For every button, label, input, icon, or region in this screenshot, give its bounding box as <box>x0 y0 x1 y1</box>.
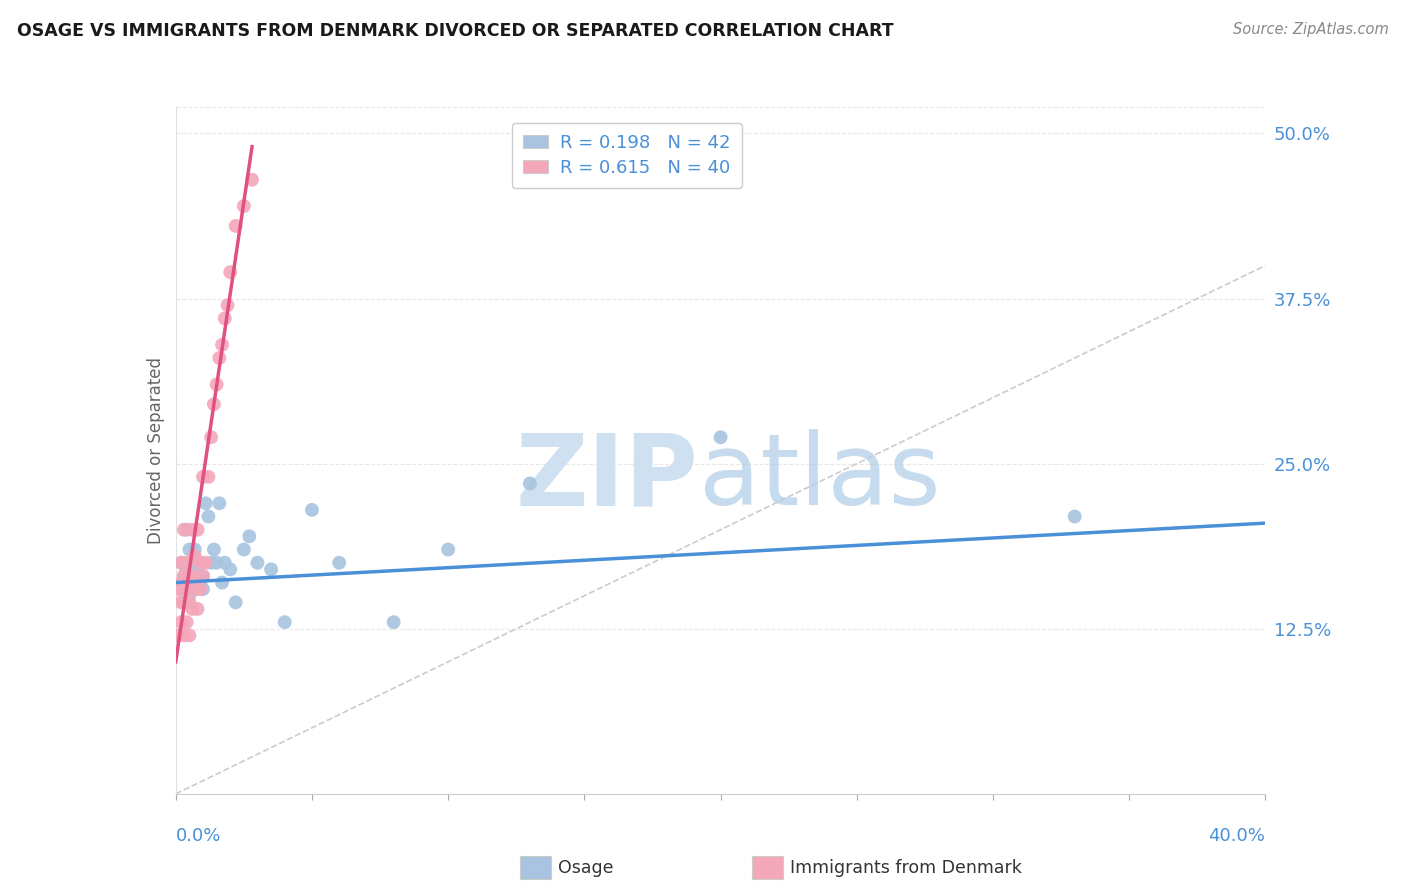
Point <box>200 430 222 444</box>
Point <box>179 628 201 642</box>
Point <box>179 595 201 609</box>
Point <box>173 582 195 596</box>
Point <box>328 556 350 570</box>
Point <box>176 523 198 537</box>
Point <box>194 496 217 510</box>
Point <box>173 569 195 583</box>
Point <box>186 602 209 616</box>
Point <box>173 569 195 583</box>
Point <box>197 470 219 484</box>
Point <box>191 582 214 596</box>
Point <box>184 582 207 596</box>
Point <box>208 496 231 510</box>
Point <box>260 562 283 576</box>
Point <box>181 602 204 616</box>
Text: OSAGE VS IMMIGRANTS FROM DENMARK DIVORCED OR SEPARATED CORRELATION CHART: OSAGE VS IMMIGRANTS FROM DENMARK DIVORCE… <box>17 22 893 40</box>
Point <box>211 575 233 590</box>
Point <box>176 562 198 576</box>
Point <box>173 595 195 609</box>
Point <box>186 523 209 537</box>
Point <box>173 523 195 537</box>
Point <box>208 351 231 365</box>
Point <box>232 542 254 557</box>
Point <box>382 615 405 630</box>
Point <box>170 556 193 570</box>
Point <box>191 470 214 484</box>
Point <box>179 589 201 603</box>
Point <box>240 172 263 186</box>
Text: Immigrants from Denmark: Immigrants from Denmark <box>790 859 1022 877</box>
Point <box>232 199 254 213</box>
Point <box>181 556 204 570</box>
Text: Source: ZipAtlas.com: Source: ZipAtlas.com <box>1233 22 1389 37</box>
Point <box>217 298 239 312</box>
Point <box>274 615 297 630</box>
Point <box>1063 509 1085 524</box>
Point <box>167 582 190 596</box>
Point <box>179 569 201 583</box>
Point <box>202 397 225 411</box>
Point <box>181 569 204 583</box>
Point <box>179 569 201 583</box>
Point <box>167 628 190 642</box>
Point <box>179 542 201 557</box>
Point <box>214 311 236 326</box>
Point <box>437 542 460 557</box>
Point <box>197 509 219 524</box>
Point <box>219 265 242 279</box>
Point <box>186 569 209 583</box>
Point <box>188 582 211 596</box>
Text: 40.0%: 40.0% <box>1209 827 1265 845</box>
Text: ZIP: ZIP <box>516 429 699 526</box>
Point <box>219 562 242 576</box>
Point <box>205 556 228 570</box>
Point <box>170 575 193 590</box>
Point <box>710 430 733 444</box>
Point <box>186 556 209 570</box>
Point <box>301 503 323 517</box>
Point <box>176 575 198 590</box>
Point <box>211 338 233 352</box>
Point <box>170 595 193 609</box>
Point <box>214 556 236 570</box>
Point <box>184 542 207 557</box>
Point <box>238 529 260 543</box>
Text: atlas: atlas <box>699 429 941 526</box>
Point <box>173 628 195 642</box>
Text: Osage: Osage <box>558 859 613 877</box>
Point <box>188 575 211 590</box>
Point <box>225 219 247 233</box>
Point <box>176 556 198 570</box>
Point <box>202 542 225 557</box>
Point <box>184 582 207 596</box>
Point <box>176 615 198 630</box>
Legend: R = 0.198   N = 42, R = 0.615   N = 40: R = 0.198 N = 42, R = 0.615 N = 40 <box>512 123 742 188</box>
Point <box>225 595 247 609</box>
Point <box>170 615 193 630</box>
Point <box>205 377 228 392</box>
Point <box>519 476 541 491</box>
Point <box>184 575 207 590</box>
Point <box>188 556 211 570</box>
Point <box>194 556 217 570</box>
Point <box>246 556 269 570</box>
Point <box>200 556 222 570</box>
Y-axis label: Divorced or Separated: Divorced or Separated <box>146 357 165 544</box>
Text: 0.0%: 0.0% <box>176 827 221 845</box>
Point <box>188 556 211 570</box>
Point <box>191 569 214 583</box>
Point <box>191 569 214 583</box>
Point <box>181 523 204 537</box>
Point <box>176 582 198 596</box>
Point <box>181 569 204 583</box>
Point <box>170 556 193 570</box>
Point <box>184 549 207 563</box>
